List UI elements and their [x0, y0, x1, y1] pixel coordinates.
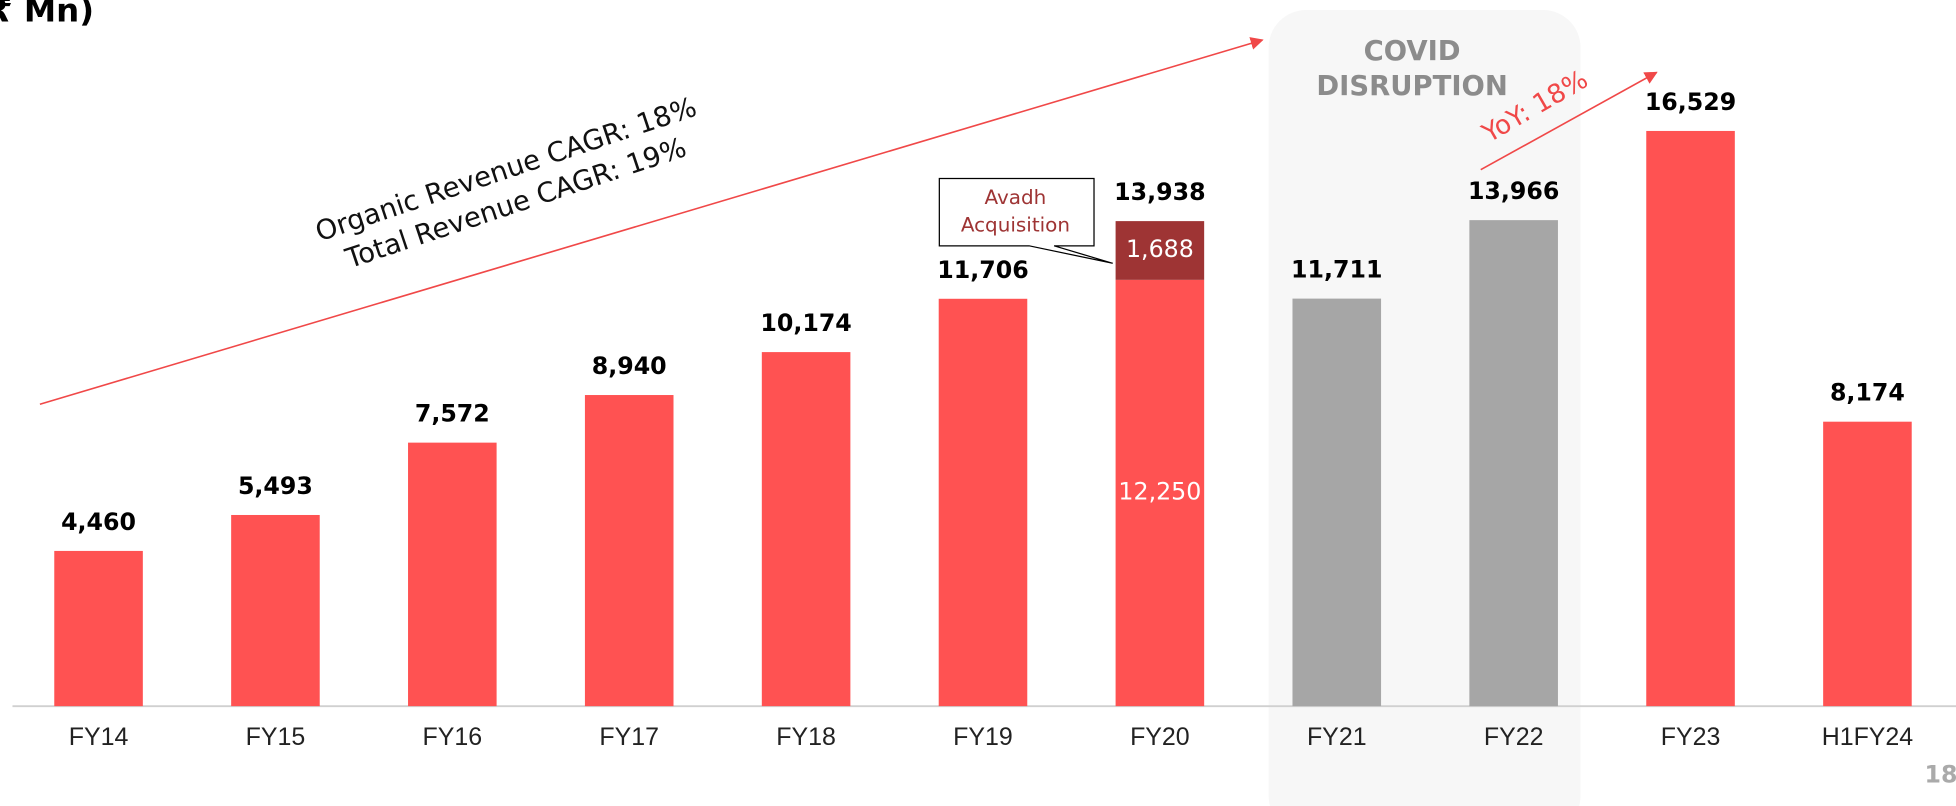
- bar: [1115, 279, 1205, 707]
- x-tick-label: FY15: [246, 723, 306, 751]
- segment-label: 1,688: [1126, 235, 1194, 263]
- value-label: 4,460: [61, 508, 136, 536]
- cagr-arrow: [39, 37, 1264, 406]
- value-label: 8,940: [592, 352, 667, 380]
- covid-label: COVID: [1364, 36, 1461, 67]
- x-tick-label: FY22: [1484, 723, 1544, 751]
- value-label: 13,966: [1468, 177, 1559, 205]
- bar: [408, 442, 497, 707]
- bar: [584, 395, 674, 707]
- chart-title: ₹ Mn): [0, 0, 94, 30]
- value-label: 10,174: [760, 309, 851, 337]
- bar: [1823, 421, 1912, 707]
- x-tick-label: FY21: [1307, 723, 1367, 751]
- x-tick-label: FY16: [423, 723, 483, 751]
- value-label: 8,174: [1830, 379, 1905, 407]
- x-tick-label: FY20: [1130, 723, 1190, 751]
- yoy-arrow: [1480, 71, 1658, 171]
- value-label: 5,493: [238, 472, 313, 500]
- bar: [761, 352, 851, 707]
- bar: [1115, 221, 1205, 280]
- x-tick-label: FY18: [776, 723, 836, 751]
- x-tick-label: FY14: [69, 723, 129, 751]
- callout-text: Acquisition: [961, 212, 1070, 236]
- bar: [54, 550, 143, 707]
- covid-label: DISRUPTION: [1316, 71, 1507, 102]
- bar: [1646, 130, 1735, 707]
- bar: [1469, 220, 1558, 707]
- segment-label: 12,250: [1118, 477, 1201, 505]
- x-tick-label: FY23: [1661, 723, 1721, 751]
- total-label: 13,938: [1114, 178, 1205, 206]
- callout-box: [938, 177, 1113, 264]
- page-number: 18: [1925, 760, 1956, 788]
- x-tick-label: FY19: [953, 723, 1013, 751]
- bar: [231, 514, 320, 707]
- value-label: 11,706: [937, 256, 1028, 284]
- x-tick-label: H1FY24: [1822, 723, 1914, 751]
- callout-text: Avadh: [985, 185, 1047, 209]
- bar: [938, 298, 1028, 707]
- bar: [1292, 298, 1382, 707]
- x-tick-label: FY17: [599, 723, 659, 751]
- value-label: 16,529: [1645, 88, 1736, 116]
- value-label: 7,572: [415, 400, 490, 428]
- value-label: 11,711: [1291, 256, 1382, 284]
